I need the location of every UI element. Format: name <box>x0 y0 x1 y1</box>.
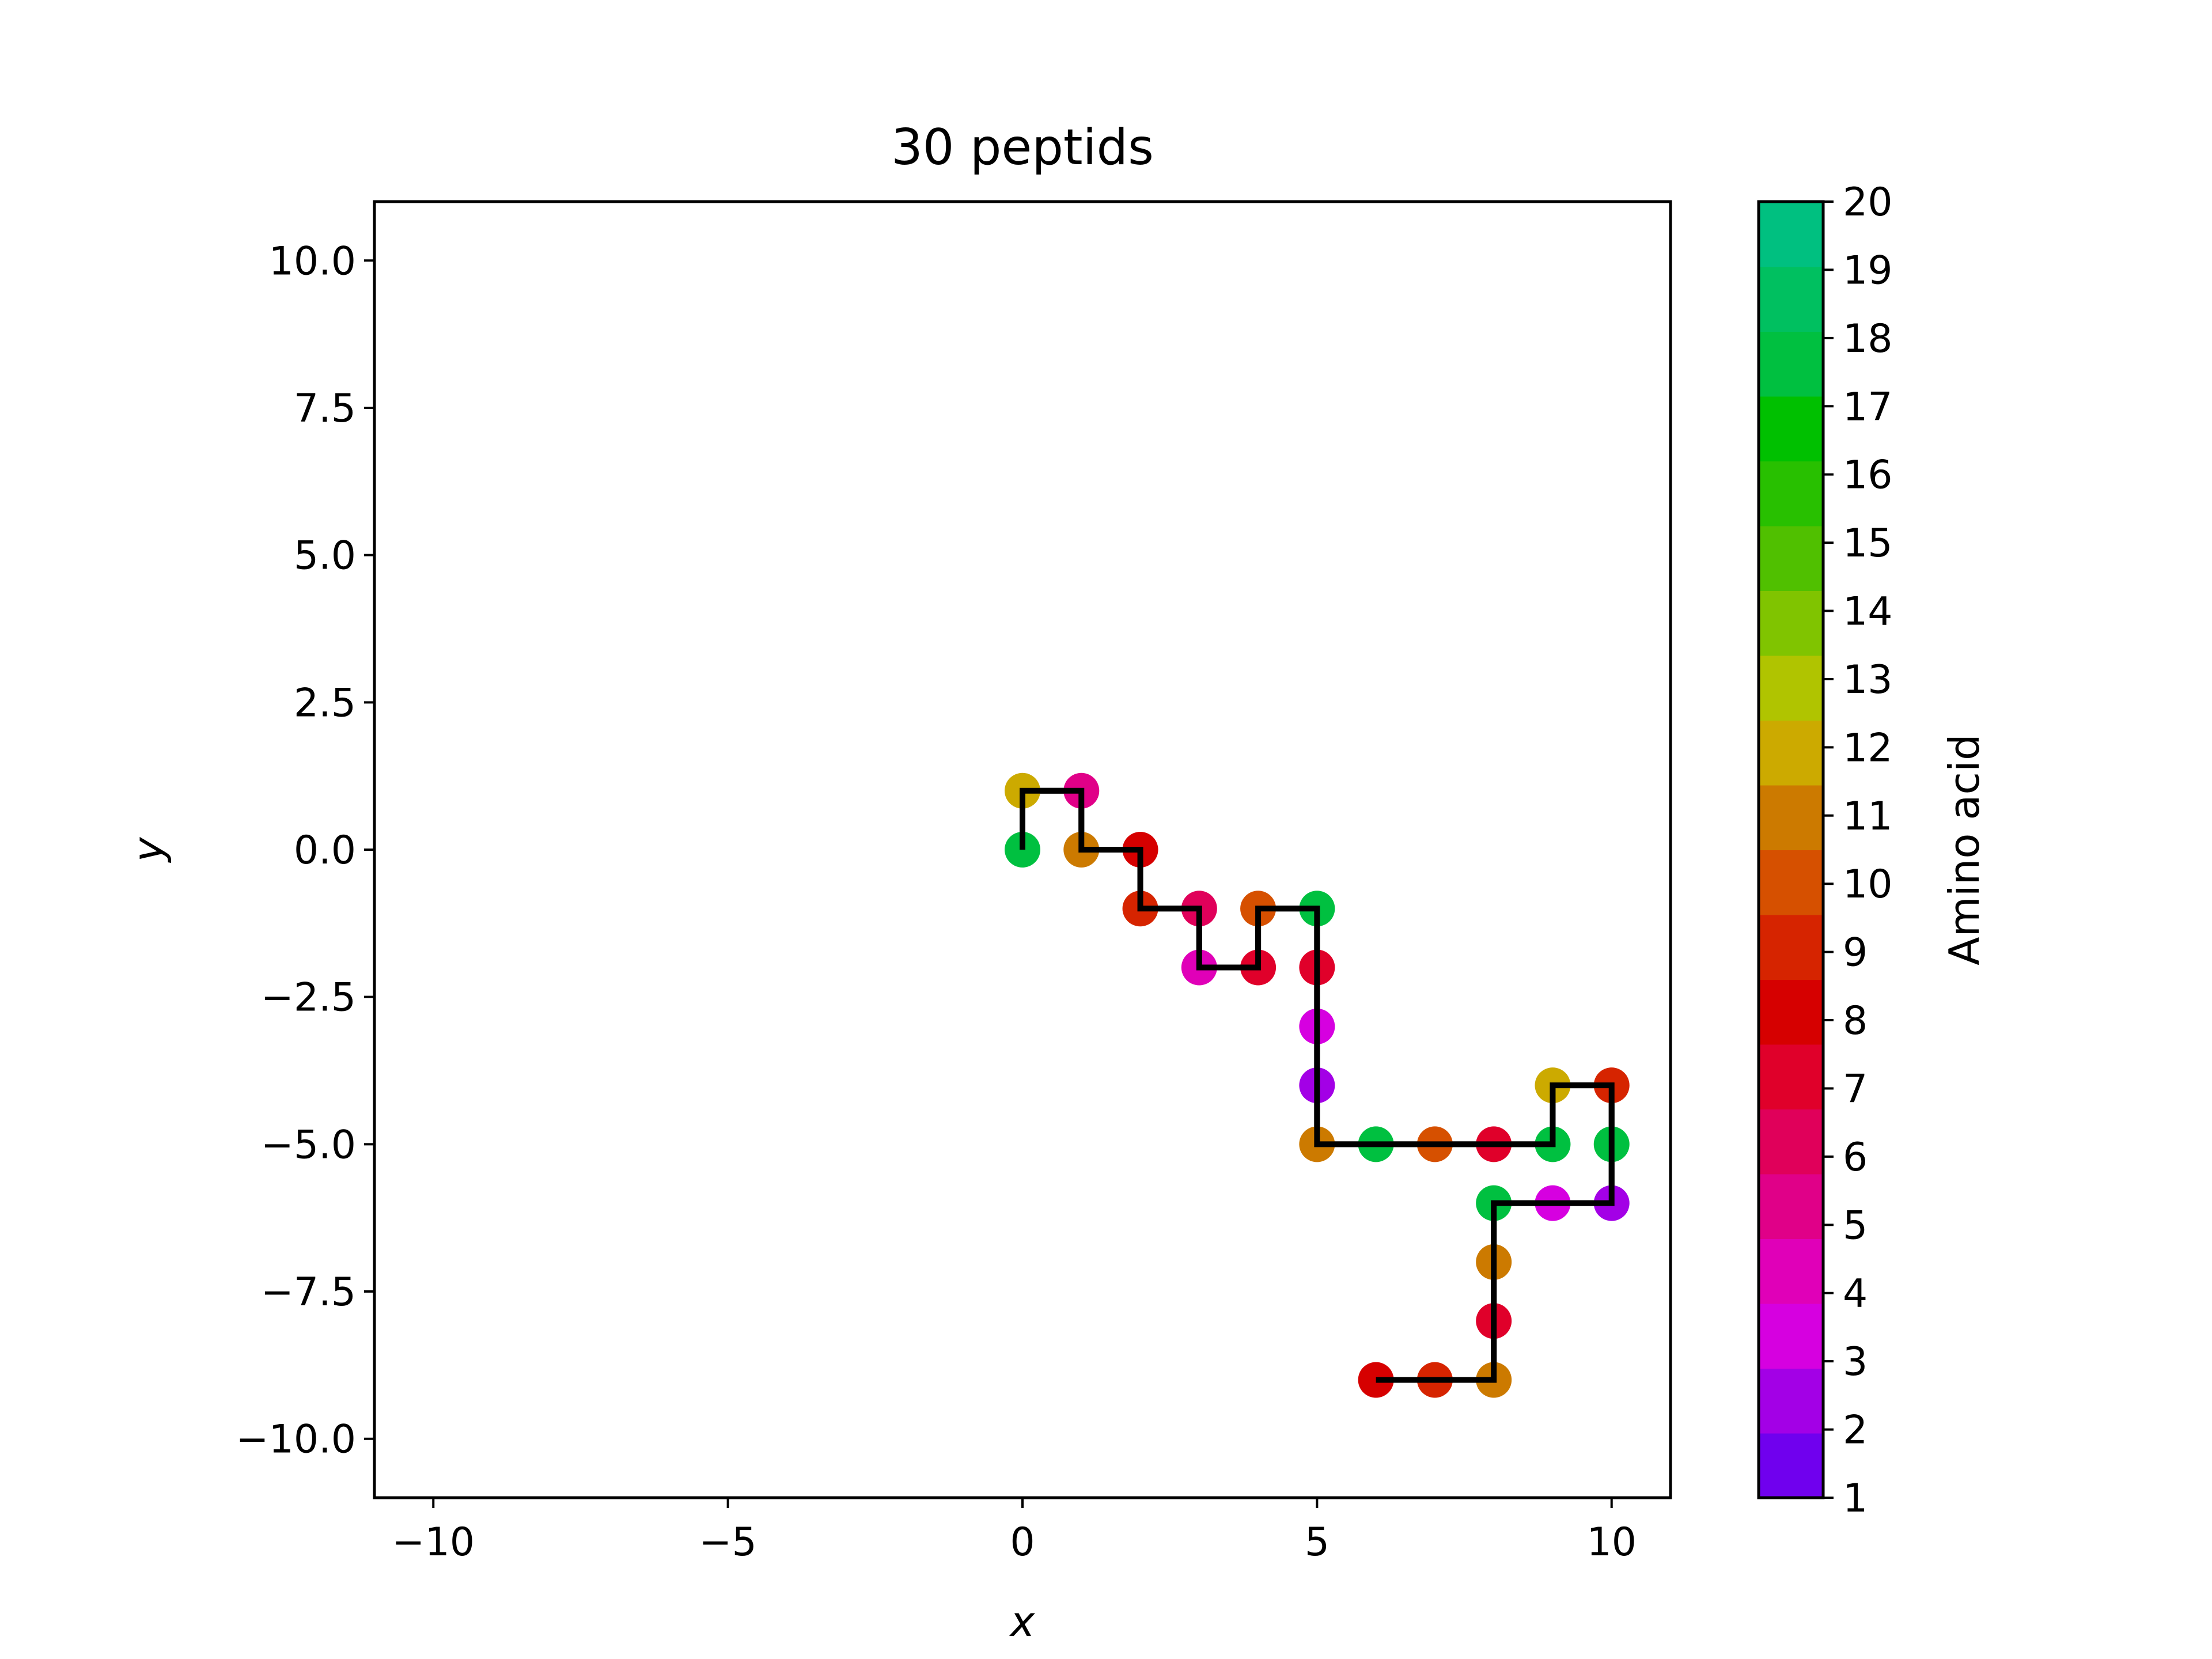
colorbar-tick-label: 6 <box>1843 1135 1868 1180</box>
colorbar-swatch-16 <box>1759 461 1823 527</box>
colorbar-swatch-5 <box>1759 1173 1823 1239</box>
colorbar-tick-label: 7 <box>1843 1066 1868 1112</box>
colorbar-tick-label: 12 <box>1843 725 1893 771</box>
colorbar-swatch-6 <box>1759 1109 1823 1175</box>
y-tick-label: 0.0 <box>294 828 356 873</box>
colorbar-swatch-4 <box>1759 1238 1823 1304</box>
colorbar-tick-label: 15 <box>1843 521 1893 566</box>
x-tick-label: −5 <box>699 1520 757 1565</box>
colorbar-swatch-7 <box>1759 1044 1823 1109</box>
colorbar-swatch-11 <box>1759 785 1823 850</box>
colorbar-swatch-10 <box>1759 850 1823 915</box>
x-axis-label: x <box>1009 1597 1036 1646</box>
colorbar-swatch-15 <box>1759 525 1823 591</box>
x-axis-ticks: −10 −5 0 5 10 <box>392 1498 1637 1565</box>
y-tick-label: 2.5 <box>294 680 356 726</box>
y-tick-label: −10.0 <box>236 1417 356 1463</box>
colorbar-swatch-1 <box>1759 1433 1823 1498</box>
colorbar-swatch-17 <box>1759 396 1823 461</box>
y-tick-label: 10.0 <box>269 238 356 284</box>
colorbar-tick-label: 8 <box>1843 998 1868 1044</box>
colorbar-tick-label: 18 <box>1843 316 1893 362</box>
colorbar-tick-label: 20 <box>1843 180 1893 225</box>
colorbar-swatch-20 <box>1759 202 1823 267</box>
colorbar-tick-label: 4 <box>1843 1271 1868 1317</box>
colorbar-tick-label: 17 <box>1843 384 1893 430</box>
colorbar-tick-label: 1 <box>1843 1476 1868 1521</box>
colorbar-tick-label: 16 <box>1843 453 1893 498</box>
x-tick-label: −10 <box>392 1520 475 1565</box>
x-tick-label: 5 <box>1305 1520 1330 1565</box>
colorbar-swatch-8 <box>1759 979 1823 1045</box>
colorbar-frame <box>1757 200 1825 1499</box>
colorbar-tick-label: 11 <box>1843 794 1893 839</box>
y-tick-label: −2.5 <box>261 975 356 1021</box>
colorbar-tick-label: 5 <box>1843 1203 1868 1248</box>
x-tick-label: 0 <box>1010 1520 1035 1565</box>
y-tick-label: 5.0 <box>294 533 356 579</box>
y-axis-label: y <box>124 836 172 863</box>
y-tick-label: −7.5 <box>261 1270 356 1315</box>
colorbar-swatch-14 <box>1759 590 1823 656</box>
colorbar-swatch-9 <box>1759 914 1823 980</box>
colorbar-swatch-18 <box>1759 331 1823 397</box>
colorbar-swatch-19 <box>1759 266 1823 332</box>
y-axis-ticks: 10.0 7.5 5.0 2.5 0.0 −2.5 −5.0 −7.5 −10.0 <box>236 238 374 1463</box>
chain-line-overlay <box>1020 787 1615 1383</box>
plot-area <box>373 200 1672 1499</box>
colorbar-tick-label: 19 <box>1843 248 1893 293</box>
chart-title: 30 peptids <box>891 119 1154 176</box>
colorbar-tick-label: 13 <box>1843 657 1893 703</box>
x-tick-label: 10 <box>1586 1520 1637 1565</box>
colorbar-tick-label: 9 <box>1843 930 1868 976</box>
colorbar-tick-label: 3 <box>1843 1339 1868 1385</box>
colorbar-swatches <box>1759 202 1823 1498</box>
colorbar-tick-label: 10 <box>1843 862 1893 907</box>
colorbar-swatch-2 <box>1759 1368 1823 1434</box>
colorbar-swatch-3 <box>1759 1303 1823 1369</box>
y-tick-label: −5.0 <box>261 1122 356 1168</box>
colorbar-swatch-12 <box>1759 720 1823 786</box>
y-tick-label: 7.5 <box>294 386 356 431</box>
colorbar-swatch-13 <box>1759 655 1823 721</box>
data-points <box>1005 772 1630 1398</box>
colorbar-tick-label: 2 <box>1843 1408 1868 1453</box>
colorbar-label: Amino acid <box>1940 734 1988 965</box>
colorbar-tick-label: 14 <box>1843 589 1893 635</box>
